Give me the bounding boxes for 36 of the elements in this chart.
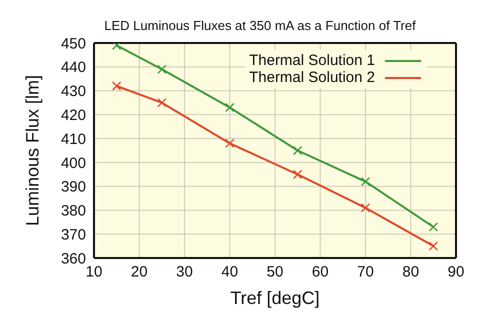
y-tick-label: 440 [60,59,86,76]
y-tick-label: 450 [60,35,86,52]
y-tick-label: 390 [60,178,86,196]
point [292,146,302,156]
x-tick-label: 90 [448,264,464,281]
x-tick-label: 60 [312,264,329,281]
x-tick-label: 70 [357,264,374,281]
x-tick-label: 50 [266,264,284,281]
point [112,43,122,50]
y-axis-title: Luminous Flux [lm] [22,74,42,226]
point [360,203,370,212]
legend-label: Thermal Solution 2 [249,69,375,86]
x-axis-title: Tref [degC] [230,288,320,308]
x-tick-label: 10 [86,264,102,281]
x-tick-label: 30 [176,264,193,281]
y-tick-label: 400 [60,154,86,172]
y-tick-label: 360 [60,250,86,268]
point [157,64,167,74]
point [157,98,167,108]
point [292,170,302,180]
point [112,81,122,91]
x-tick-label: 40 [221,264,238,281]
chart-title: LED Luminous Fluxes at 350 mA as a Function of Tref [104,18,416,33]
point [225,138,234,148]
x-tick-label: 20 [130,264,148,281]
legend-label: Thermal Solution 1 [249,52,375,69]
y-tick-label: 370 [60,226,86,244]
point [428,222,438,232]
x-tick-label: 80 [402,264,420,281]
y-tick-label: 430 [60,83,86,100]
y-tick-label: 410 [60,130,86,148]
y-tick-label: 420 [60,106,86,124]
point [225,102,234,112]
point [360,176,370,186]
y-tick-label: 380 [60,202,86,220]
point [428,241,438,251]
